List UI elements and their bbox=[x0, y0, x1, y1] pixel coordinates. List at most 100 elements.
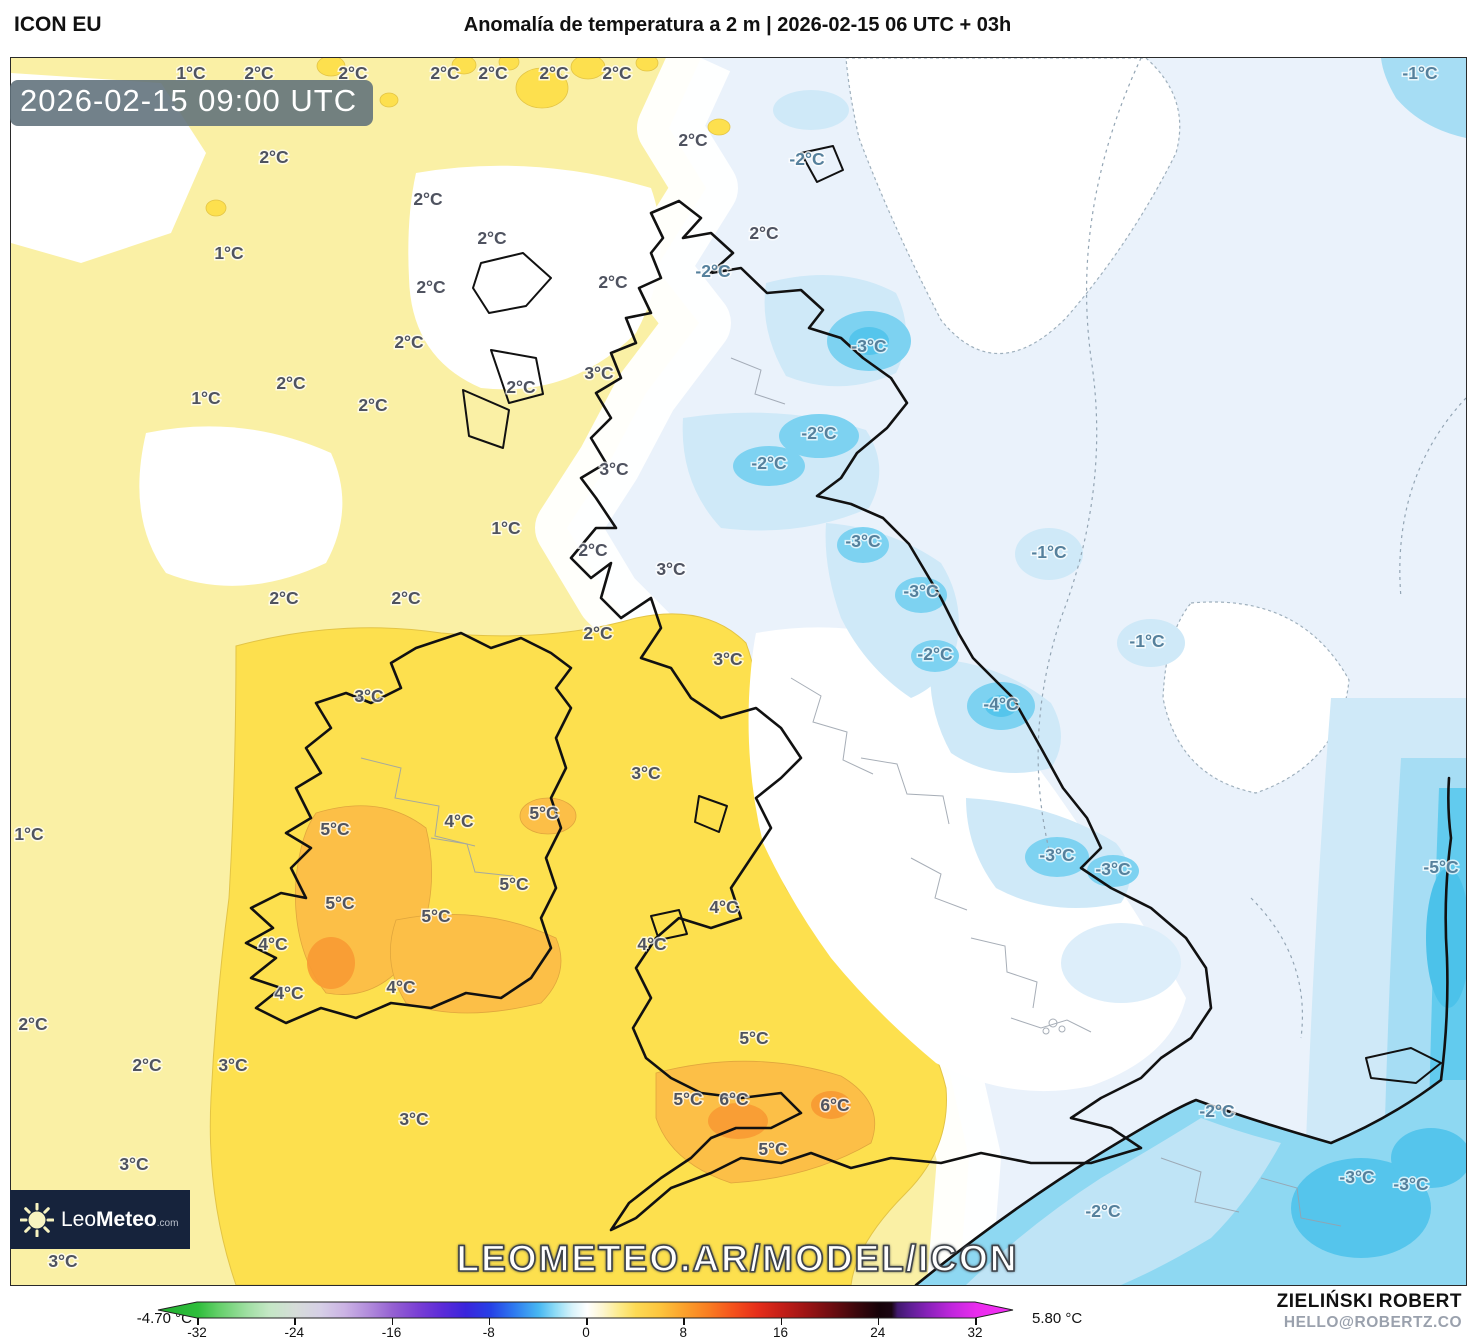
temp-label: 2°C bbox=[539, 63, 569, 83]
weather-map: 1°C 2°C 2°C 2°C 2°C 2°C 2°C -1°C 2°C 2°C -2°C 2°C 2°… bbox=[10, 57, 1467, 1286]
colorbar-tick bbox=[975, 1318, 977, 1325]
temp-label: 2°C bbox=[413, 189, 443, 209]
white-patches bbox=[11, 58, 1350, 794]
temp-label: 2°C bbox=[583, 623, 613, 643]
temp-label: -2°C bbox=[801, 423, 837, 443]
colorbar-max-label: 5.80 °C bbox=[1032, 1310, 1083, 1327]
colorbar-tick-label: 32 bbox=[967, 1325, 983, 1340]
colorbar-tick-label: 0 bbox=[582, 1325, 590, 1340]
temp-label: 2°C bbox=[678, 130, 708, 150]
temp-label: 6°C bbox=[719, 1089, 749, 1109]
temp-label: -3°C bbox=[851, 336, 887, 356]
temp-label: 3°C bbox=[399, 1109, 429, 1129]
temp-label: -3°C bbox=[845, 531, 881, 551]
great-britain-coastline bbox=[569, 199, 1213, 1232]
temp-label: 5°C bbox=[529, 803, 559, 823]
colorbar-tick bbox=[294, 1318, 296, 1325]
temp-label: 4°C bbox=[444, 811, 474, 831]
temp-label: 2°C bbox=[394, 332, 424, 352]
timestamp-badge: 2026-02-15 09:00 UTC bbox=[10, 80, 374, 126]
temp-label: 2°C bbox=[478, 63, 508, 83]
colorbar-tick bbox=[877, 1318, 880, 1325]
temp-label: 2°C bbox=[506, 377, 536, 397]
ireland-coastline bbox=[244, 631, 573, 1025]
temp-label: 2°C bbox=[578, 540, 608, 560]
temp-label: -3°C bbox=[903, 581, 939, 601]
temp-label: -2°C bbox=[1085, 1201, 1121, 1221]
colorbar: -32 -24 -16 -8 0 8 16 24 32 bbox=[157, 1301, 1015, 1340]
leometeo-logo: LeoMeteo.com bbox=[10, 1190, 190, 1249]
colorbar-gradient bbox=[157, 1301, 1014, 1319]
temp-label: -5°C bbox=[1423, 857, 1459, 877]
temp-label: -2°C bbox=[695, 261, 731, 281]
temp-label: -3°C bbox=[1339, 1167, 1375, 1187]
temperature-labels: 1°C 2°C 2°C 2°C 2°C 2°C 2°C -1°C 2°C 2°C -2°C 2°C 2°… bbox=[13, 62, 1461, 1273]
temp-label: 1°C bbox=[176, 63, 206, 83]
temp-label: 2°C bbox=[18, 1014, 48, 1034]
temp-label: 1°C bbox=[214, 243, 244, 263]
page-title: Anomalía de temperatura a 2 m | 2026-02-… bbox=[463, 14, 1012, 36]
temp-label: 3°C bbox=[354, 686, 384, 706]
temp-label: -3°C bbox=[1393, 1174, 1429, 1194]
temp-label: 5°C bbox=[739, 1028, 769, 1048]
colorbar-tick-label: 24 bbox=[870, 1325, 886, 1340]
continent-coastline bbox=[914, 1078, 1443, 1285]
temp-label: 3°C bbox=[599, 459, 629, 479]
temp-label: 4°C bbox=[637, 934, 667, 954]
cold-deep-cores bbox=[849, 327, 1017, 717]
colorbar-tick bbox=[197, 1318, 199, 1325]
temp-label: 2°C bbox=[430, 63, 460, 83]
netherlands-coastline bbox=[1439, 776, 1453, 1082]
colorbar-tick bbox=[683, 1318, 685, 1325]
temp-label: 2°C bbox=[132, 1055, 162, 1075]
temp-label: -2°C bbox=[917, 644, 953, 664]
temp-label: 3°C bbox=[656, 559, 686, 579]
temp-label: 2°C bbox=[602, 63, 632, 83]
temp-label: 5°C bbox=[758, 1139, 788, 1159]
colorbar-tick bbox=[780, 1318, 782, 1325]
temp-label: 4°C bbox=[386, 977, 416, 997]
temp-label: 3°C bbox=[584, 363, 614, 383]
temp-label: 2°C bbox=[244, 63, 274, 83]
temp-label: 4°C bbox=[709, 897, 739, 917]
temp-label: -1°C bbox=[1402, 63, 1438, 83]
temp-label: 6°C bbox=[820, 1095, 850, 1115]
temp-label: 2°C bbox=[749, 223, 779, 243]
colorbar-tick bbox=[488, 1318, 491, 1325]
map-svg: 1°C 2°C 2°C 2°C 2°C 2°C 2°C -1°C 2°C 2°C -2°C 2°C 2°… bbox=[11, 58, 1466, 1285]
temp-label: 2°C bbox=[259, 147, 289, 167]
temp-label: -1°C bbox=[1129, 631, 1165, 651]
temp-label: 2°C bbox=[338, 63, 368, 83]
coastlines bbox=[244, 145, 1453, 1285]
colorbar-tick-label: -24 bbox=[284, 1325, 304, 1340]
temp-label: 4°C bbox=[258, 934, 288, 954]
temp-label: 5°C bbox=[673, 1089, 703, 1109]
logo-text: LeoMeteo.com bbox=[61, 1207, 179, 1231]
colorbar-tick-label: -32 bbox=[187, 1325, 207, 1340]
temp-label: 5°C bbox=[320, 819, 350, 839]
colorbar-tick bbox=[391, 1318, 393, 1325]
deep-orange-blobs bbox=[307, 937, 851, 1139]
temp-label: -3°C bbox=[1039, 845, 1075, 865]
colorbar-tick-label: -16 bbox=[381, 1325, 402, 1340]
temp-label: 3°C bbox=[218, 1055, 248, 1075]
author-credit: ZIELIŃSKI ROBERT bbox=[1276, 1291, 1462, 1312]
temp-label: 3°C bbox=[631, 763, 661, 783]
temp-label: 2°C bbox=[276, 373, 306, 393]
temp-label: 1°C bbox=[191, 388, 221, 408]
temp-label: -2°C bbox=[1199, 1101, 1235, 1121]
temp-label: 2°C bbox=[391, 588, 421, 608]
colorbar-tick bbox=[586, 1318, 588, 1325]
temp-label: -4°C bbox=[983, 694, 1019, 714]
temp-label: -2°C bbox=[789, 149, 825, 169]
temp-label: 3°C bbox=[119, 1154, 149, 1174]
temp-label: 5°C bbox=[325, 893, 355, 913]
temp-label: -2°C bbox=[751, 453, 787, 473]
temp-label: 4°C bbox=[274, 983, 304, 1003]
temp-label: 5°C bbox=[421, 906, 451, 926]
temp-label: 1°C bbox=[14, 824, 44, 844]
watermark: LEOMETEO.AR/MODEL/ICON bbox=[456, 1237, 1019, 1280]
temp-label: 2°C bbox=[598, 272, 628, 292]
temp-label: 5°C bbox=[499, 874, 529, 894]
